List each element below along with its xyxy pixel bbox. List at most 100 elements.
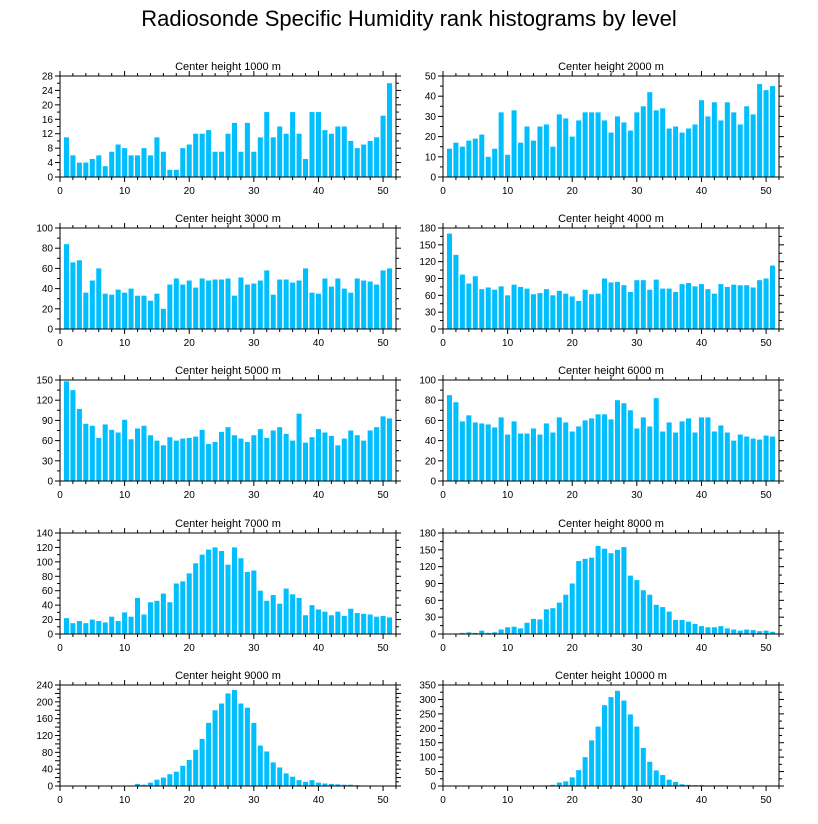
y-tick-label: 28 — [42, 72, 54, 83]
x-tick-label: 20 — [567, 186, 579, 197]
bar — [653, 770, 659, 786]
bar — [328, 286, 334, 329]
bar — [283, 588, 289, 634]
bar — [485, 424, 491, 481]
bar — [750, 114, 756, 177]
bar — [453, 142, 459, 177]
y-tick-label: 60 — [425, 416, 437, 427]
x-tick-label: 40 — [313, 643, 325, 654]
bar — [686, 128, 692, 177]
x-tick-label: 40 — [313, 186, 325, 197]
bar — [251, 283, 257, 329]
bar — [109, 429, 115, 481]
bar — [505, 295, 511, 329]
bar — [757, 439, 763, 481]
bar — [160, 445, 166, 481]
y-tick-label: 24 — [42, 86, 54, 97]
bar — [76, 260, 82, 329]
bar — [160, 308, 166, 329]
bar — [634, 580, 640, 634]
bar — [341, 288, 347, 329]
y-tick-label: 0 — [430, 477, 436, 488]
y-tick-label: 0 — [47, 630, 53, 641]
bar — [686, 621, 692, 634]
bar — [737, 285, 743, 329]
bar — [231, 122, 237, 177]
bar — [550, 608, 556, 634]
x-tick-label: 0 — [440, 490, 446, 501]
bar — [647, 594, 653, 634]
bar — [135, 597, 141, 634]
bar — [322, 432, 328, 481]
y-tick-label: 250 — [419, 709, 436, 720]
bar — [309, 437, 315, 481]
bar — [219, 703, 225, 786]
bar — [231, 690, 237, 786]
bar — [711, 627, 717, 634]
bar — [640, 590, 646, 634]
bar — [608, 697, 614, 786]
bar — [186, 437, 192, 481]
x-tick-label: 50 — [761, 186, 773, 197]
bar — [154, 600, 160, 634]
bar — [640, 417, 646, 481]
y-tick-label: 90 — [425, 274, 437, 285]
bar — [731, 284, 737, 329]
x-tick-label: 20 — [184, 338, 196, 349]
bar — [576, 561, 582, 634]
bar — [244, 284, 250, 329]
bar — [718, 284, 724, 329]
bar — [602, 414, 608, 481]
bar — [686, 282, 692, 329]
bar — [219, 279, 225, 329]
bar — [270, 137, 276, 177]
bar — [653, 110, 659, 177]
bar — [498, 112, 504, 177]
x-tick-label: 10 — [119, 795, 131, 806]
bar — [251, 151, 257, 177]
bar — [341, 615, 347, 634]
bar — [335, 784, 341, 786]
y-tick-label: 30 — [425, 308, 437, 319]
bar — [141, 425, 147, 481]
y-tick-label: 80 — [425, 396, 437, 407]
y-tick-label: 300 — [419, 695, 436, 706]
bar — [315, 782, 321, 786]
bar — [367, 281, 373, 329]
bar — [231, 547, 237, 634]
bar — [686, 784, 692, 786]
bar — [348, 430, 354, 481]
bar — [387, 268, 393, 329]
bar — [387, 83, 393, 177]
bar — [128, 439, 134, 481]
x-tick-label: 10 — [502, 643, 514, 654]
bar — [479, 630, 485, 634]
bar — [479, 134, 485, 177]
bar — [225, 564, 231, 634]
bar — [328, 133, 334, 177]
bar — [128, 155, 134, 177]
bar — [367, 614, 373, 634]
bar — [614, 281, 620, 329]
y-tick-label: 20 — [425, 456, 437, 467]
bar — [238, 277, 244, 329]
y-tick-label: 50 — [425, 72, 437, 83]
bar — [128, 616, 134, 634]
bar — [666, 288, 672, 329]
bar — [96, 268, 102, 329]
bar — [354, 148, 360, 177]
panel-8: Center height 8000 m 0 10 20 30 40 50 0 30 60 90 12… — [419, 518, 784, 654]
y-tick-label: 120 — [36, 731, 53, 742]
bar — [550, 432, 556, 481]
bar — [537, 434, 543, 481]
bar — [122, 148, 128, 177]
bar — [472, 632, 478, 634]
bar — [89, 425, 95, 481]
bar — [147, 155, 153, 177]
bar — [705, 627, 711, 634]
bar — [290, 440, 296, 481]
bar — [485, 156, 491, 177]
bar — [290, 112, 296, 177]
bar — [543, 423, 549, 481]
x-tick-label: 20 — [567, 795, 579, 806]
